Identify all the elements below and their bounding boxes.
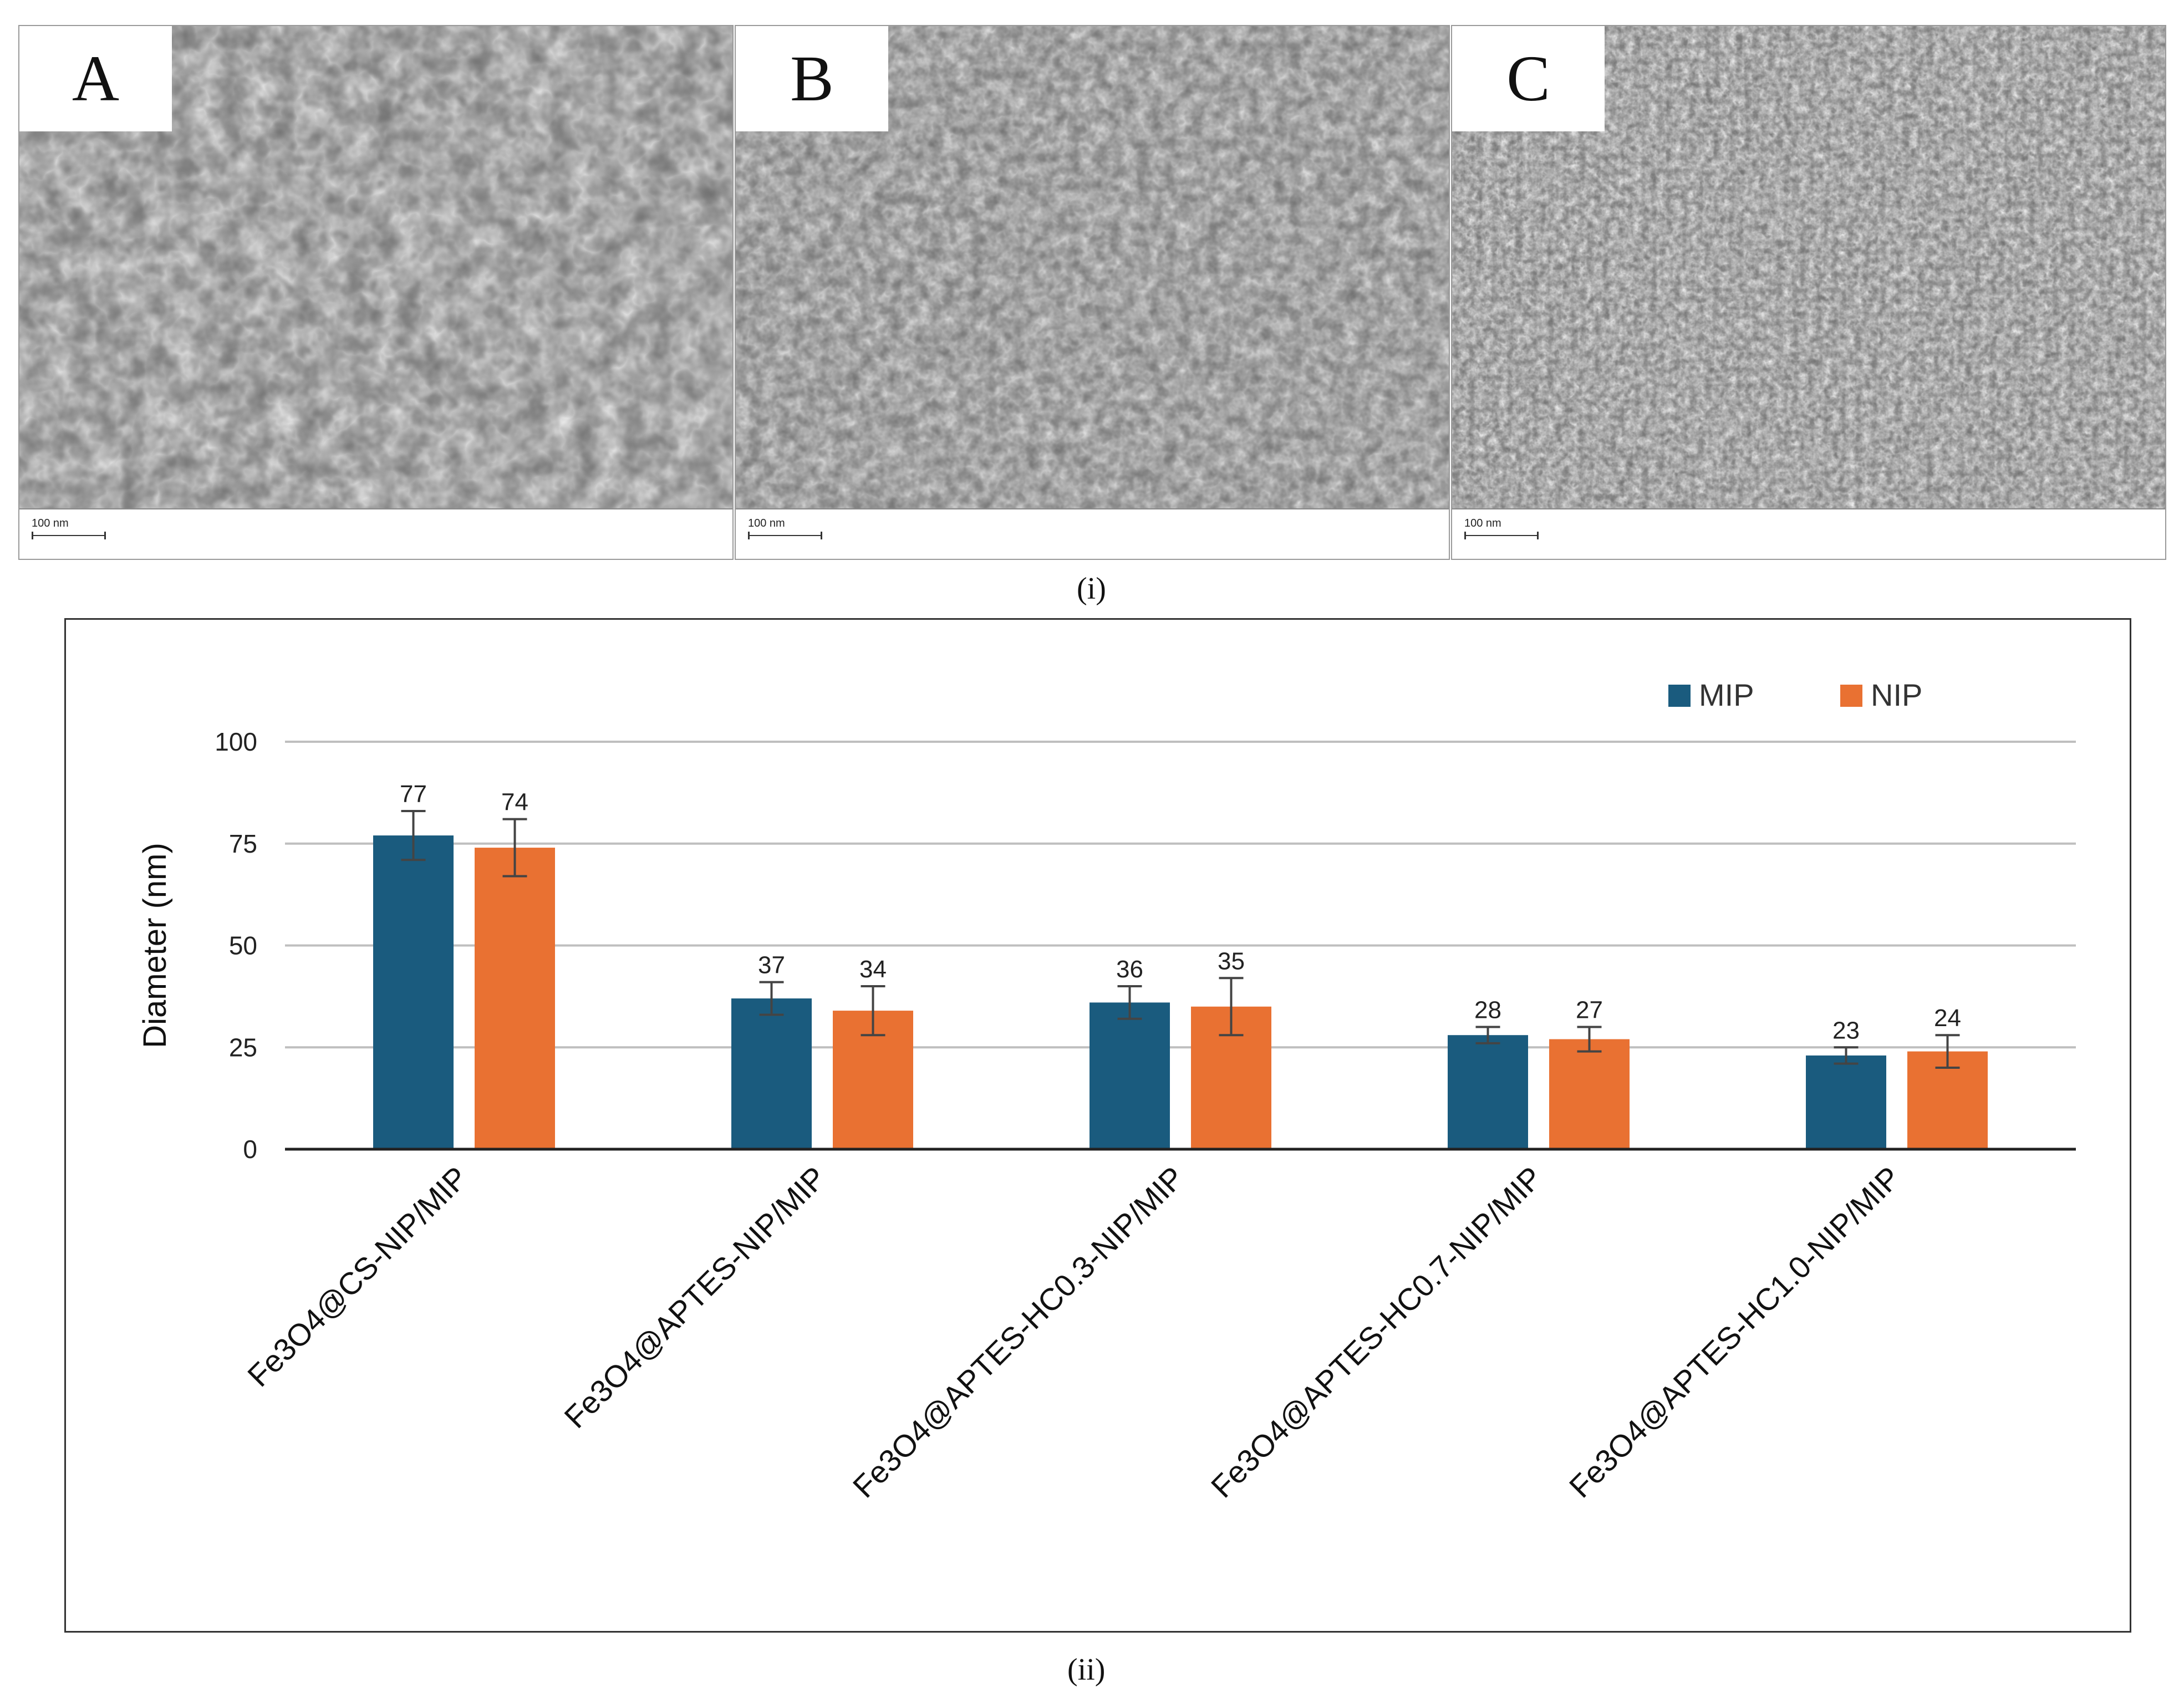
y-tick-label: 100 [215,727,257,756]
y-axis-title: Diameter (nm) [137,843,173,1048]
sem-panel-b: B 100 nm [735,25,1450,560]
sem-info-bar: 100 nm [1452,508,2165,559]
bar-mip [1806,1055,1886,1149]
bar-mip [731,998,812,1149]
legend-swatch-nip [1840,685,1862,707]
bar-mip [1448,1035,1528,1149]
data-label: 37 [758,952,785,979]
x-category-label: Fe3O4@APTES-HC0.3-NIP/MIP [846,1160,1191,1505]
bar-nip [475,848,555,1149]
x-category-label: Fe3O4@APTES-HC0.7-NIP/MIP [1204,1160,1549,1505]
y-tick-label: 75 [229,829,257,858]
sem-panel-c: C 100 nm [1451,25,2166,560]
bar-mip [1090,1002,1170,1149]
sem-panel-a: A 100 nm [18,25,734,560]
scale-label: 100 nm [748,517,785,529]
data-label: 28 [1474,997,1501,1024]
scale-bar [748,532,822,539]
panel-letter-b: B [736,26,888,131]
data-label: 27 [1576,997,1603,1024]
panel-letter-c: C [1452,26,1605,131]
data-label: 74 [501,789,528,816]
sem-info-bar: 100 nm [736,508,1449,559]
chart-frame: 0 25 50 75 100 Diameter (nm) 77 74 Fe3O4@CS-NIP/… [64,618,2131,1633]
x-category-label: Fe3O4@CS-NIP/MIP [241,1160,474,1393]
data-label: 23 [1832,1017,1860,1044]
scale-label: 100 nm [32,517,69,529]
bar-mip [373,835,454,1149]
data-label: 77 [400,781,427,808]
data-label: 34 [859,956,887,983]
panel-letter-a: A [19,26,172,131]
scale-bar [1464,532,1539,539]
caption-ii: (ii) [1067,1653,1106,1687]
scale-label: 100 nm [1464,517,1501,529]
y-tick-label: 0 [243,1135,257,1164]
scale-bar [32,532,106,539]
sem-info-bar: 100 nm [19,508,732,559]
x-category-label: Fe3O4@APTES-NIP/MIP [557,1160,832,1435]
x-category-label: Fe3O4@APTES-HC1.0-NIP/MIP [1562,1160,1907,1505]
data-label: 24 [1934,1005,1961,1032]
legend-swatch-mip [1668,685,1691,707]
y-tick-label: 25 [229,1033,257,1062]
data-label: 36 [1116,956,1143,983]
legend-label-mip: MIP [1699,677,1754,712]
diameter-bar-chart: 0 25 50 75 100 Diameter (nm) 77 74 Fe3O4@CS-NIP/… [137,677,2076,1505]
y-tick-label: 50 [229,931,257,960]
caption-i: (i) [1077,572,1106,606]
bar-nip [1549,1039,1630,1149]
legend-label-nip: NIP [1871,677,1922,712]
data-label: 35 [1218,947,1245,975]
